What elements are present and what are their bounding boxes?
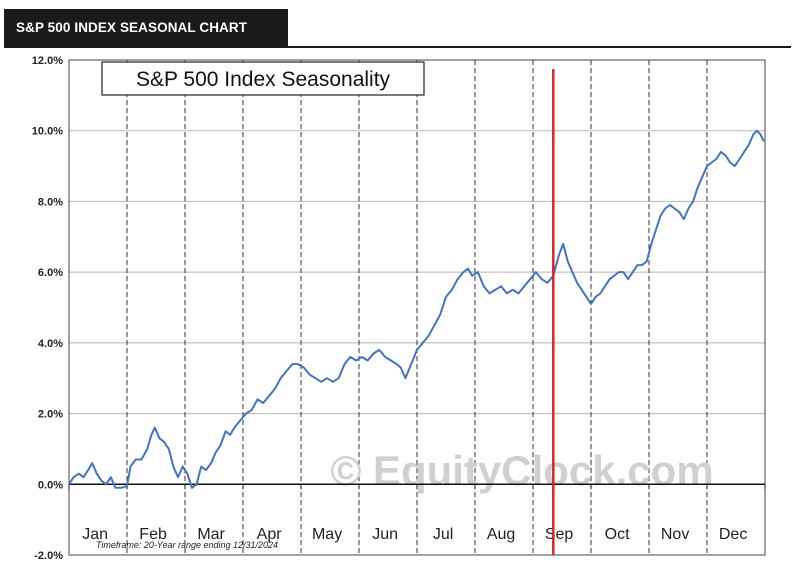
y-tick-label: 10.0%	[32, 126, 63, 138]
watermark-layer: © EquityClock.com	[330, 447, 713, 494]
plot-frame	[68, 59, 766, 556]
x-tick-label: Dec	[719, 526, 747, 543]
series-line	[68, 129, 765, 489]
x-tick-label: Aug	[487, 526, 515, 543]
y-tick-label: 6.0%	[38, 267, 63, 279]
chart-title: S&P 500 Index Seasonality	[136, 68, 391, 91]
timeframe-footnote: Timeframe: 20-Year range ending 12/31/20…	[96, 540, 278, 550]
x-tick-label: Nov	[661, 526, 689, 543]
x-tick-label: Jul	[433, 526, 453, 543]
x-tick-label: Oct	[605, 526, 630, 543]
x-tick-label: Mar	[197, 526, 225, 543]
series-layer	[68, 129, 765, 489]
chart-title-box	[101, 61, 425, 96]
y-tick-label: 8.0%	[38, 196, 63, 208]
y-tick-label: -2.0%	[34, 550, 63, 562]
header-divider	[4, 46, 791, 48]
x-tick-label: Apr	[257, 526, 283, 543]
axes: -2.0% 0.0% 2.0% 4.0% 6.0% 8.0% 10.0% 12.0% Jan Fe…	[32, 55, 766, 562]
y-tick-label: 2.0%	[38, 409, 63, 421]
chart-header-title: S&P 500 INDEX SEASONAL CHART	[4, 9, 288, 46]
title-layer: S&P 500 Index Seasonality	[101, 61, 425, 96]
y-tick-label: 0.0%	[38, 479, 63, 491]
x-tick-label: Jan	[82, 526, 108, 543]
x-tick-label: Sep	[545, 526, 574, 543]
x-tick-label: May	[312, 526, 342, 543]
x-tick-label: Jun	[372, 526, 398, 543]
watermark: © EquityClock.com	[330, 447, 713, 494]
y-tick-label: 12.0%	[32, 55, 63, 67]
x-tick-label: Feb	[139, 526, 167, 543]
y-tick-label: 4.0%	[38, 338, 63, 350]
